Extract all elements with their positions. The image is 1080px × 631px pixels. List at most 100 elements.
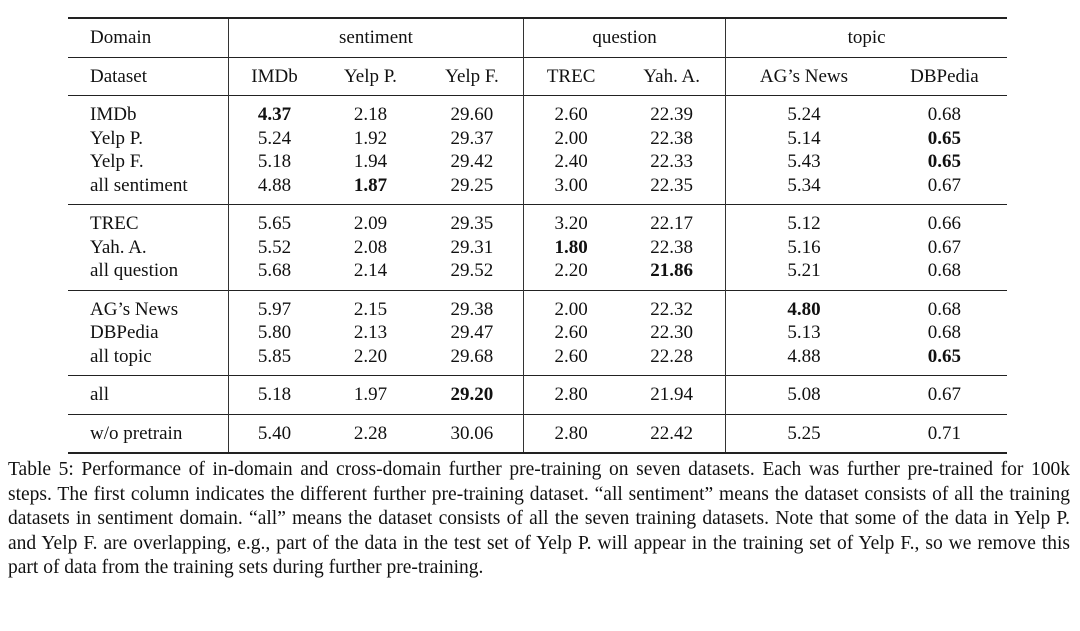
table-cell: 0.68 [881,289,1007,321]
column-header-yelp-f: Yelp F. [420,56,524,96]
sentiment-group-header: sentiment [228,17,524,57]
table-cell: 5.18 [228,375,320,414]
column-header-imdb: IMDb [228,56,320,96]
table-cell: 5.08 [725,375,882,414]
row-dataset-name: w/o pretrain [68,413,229,454]
table-cell: 3.20 [523,204,619,236]
table-cell: 5.12 [725,204,882,236]
table-cell: 29.20 [420,375,524,414]
row-dataset-name: IMDb [68,95,229,127]
table-row: IMDb 4.37 2.18 29.60 2.60 22.39 5.24 0.68 [68,95,1007,127]
table-cell: 22.32 [618,289,727,321]
table-cell: 1.92 [353,127,388,149]
topic-group-header: topic [725,17,1007,57]
column-header-yelp-p: Yelp P. [320,56,421,96]
row-dataset-name: all topic [68,344,229,376]
table-cell: 22.35 [618,173,727,205]
table-cell: 5.40 [228,413,320,454]
table-cell: 5.16 [787,236,821,258]
row-dataset-name: AG’s News [68,289,229,321]
row-dataset-name: DBPedia [68,321,229,345]
column-header-dbpedia: DBPedia [881,56,1007,96]
table-row: Yah. A. 5.52 2.08 29.31 1.80 22.38 5.16 0.67 [68,235,1007,259]
table-row: Yelp F. 5.18 1.94 29.42 2.40 22.33 5.43 0.65 [68,150,1007,174]
column-header-dataset: Dataset [68,56,229,96]
table-cell: 4.88 [257,174,292,196]
table-cell: 1.87 [353,174,388,196]
table-cell: 29.35 [420,204,524,236]
table-cell: 1.80 [554,236,588,258]
table-cell: 2.60 [554,322,588,343]
table-cell: 5.25 [725,413,882,454]
table-cell: 2.14 [353,260,388,281]
table-cell: 5.43 [787,151,821,172]
table-cell: 2.09 [320,204,421,236]
table-cell: 5.24 [257,127,292,149]
results-table-body: Domain sentiment question topic Dataset … [68,17,1007,454]
table-cell: 0.65 [927,127,962,149]
table-cell: 22.28 [618,344,727,376]
row-dataset-name: all sentiment [68,173,229,205]
table-cell: 0.67 [927,236,962,258]
table-cell: 29.42 [420,150,524,174]
table-cell: 2.20 [353,345,388,367]
table-cell: 5.68 [257,260,292,281]
table-cell: 21.94 [618,375,727,414]
table-cell: 4.37 [228,95,320,127]
table-cell: 5.80 [257,322,292,343]
column-header-yah-a: Yah. A. [618,56,727,96]
table-cell: 1.97 [320,375,421,414]
table-cell: 0.68 [881,95,1007,127]
table-cell: 5.13 [787,322,821,343]
table-cell: 0.67 [881,375,1007,414]
table-cell: 22.38 [618,235,727,259]
table-cell: 29.60 [420,95,524,127]
question-group-header: question [523,17,727,57]
table-cell: 4.88 [787,345,821,367]
table-cell: 22.30 [618,321,727,345]
domain-header-label: Domain [68,17,229,57]
table-cell: 5.14 [787,127,821,149]
table-cell: 2.18 [320,95,421,127]
table-cell: 2.40 [554,151,588,172]
table-cell: 30.06 [420,413,524,454]
table-cell: 29.25 [420,173,524,205]
domain-header-row: Domain sentiment question topic [68,17,1007,57]
table-cell: 0.65 [927,345,962,367]
row-dataset-name: all [68,375,229,414]
table-cell: 5.85 [257,345,292,367]
table-cell: 2.15 [320,289,421,321]
table-cell: 2.60 [523,95,619,127]
table-cell: 29.47 [420,321,524,345]
table-cell: 22.42 [618,413,727,454]
table-cell: 22.38 [618,126,727,150]
table-cell: 5.34 [787,174,821,196]
table-row: all question 5.68 2.14 29.52 2.20 21.86 5.21 0.… [68,259,1007,290]
table-row: all sentiment 4.88 1.87 29.25 3.00 22.35 5.34 0… [68,173,1007,205]
table-cell: 21.86 [618,259,727,290]
table-cell: 29.31 [420,235,524,259]
table-cell: 1.94 [353,151,388,172]
row-dataset-name: Yelp F. [68,150,229,174]
table-row: AG’s News 5.97 2.15 29.38 2.00 22.32 4.80 0.68 [68,289,1007,321]
table-cell: 0.71 [881,413,1007,454]
table-caption: Table 5: Performance of in-domain and cr… [8,459,1070,578]
table-cell: 29.38 [420,289,524,321]
row-dataset-name: Yah. A. [68,235,229,259]
table-cell: 2.60 [554,345,588,367]
table-cell: 0.67 [927,174,962,196]
table-cell: 22.17 [618,204,727,236]
table-row: all topic 5.85 2.20 29.68 2.60 22.28 4.88 0.65 [68,344,1007,376]
table-cell: 29.68 [420,344,524,376]
row-dataset-name: TREC [68,204,229,236]
table-cell: 0.66 [881,204,1007,236]
results-table: Domain sentiment question topic Dataset … [68,17,1007,454]
table-row: Yelp P. 5.24 1.92 29.37 2.00 22.38 5.14 0.65 [68,126,1007,150]
table-cell: 2.13 [353,322,388,343]
table-cell: 22.39 [618,95,727,127]
table-cell: 5.97 [228,289,320,321]
table-row: DBPedia 5.80 2.13 29.47 2.60 22.30 5.13 0.68 [68,321,1007,345]
table-cell: 2.28 [320,413,421,454]
table-cell: 22.33 [618,150,727,174]
table-cell: 2.80 [523,375,619,414]
